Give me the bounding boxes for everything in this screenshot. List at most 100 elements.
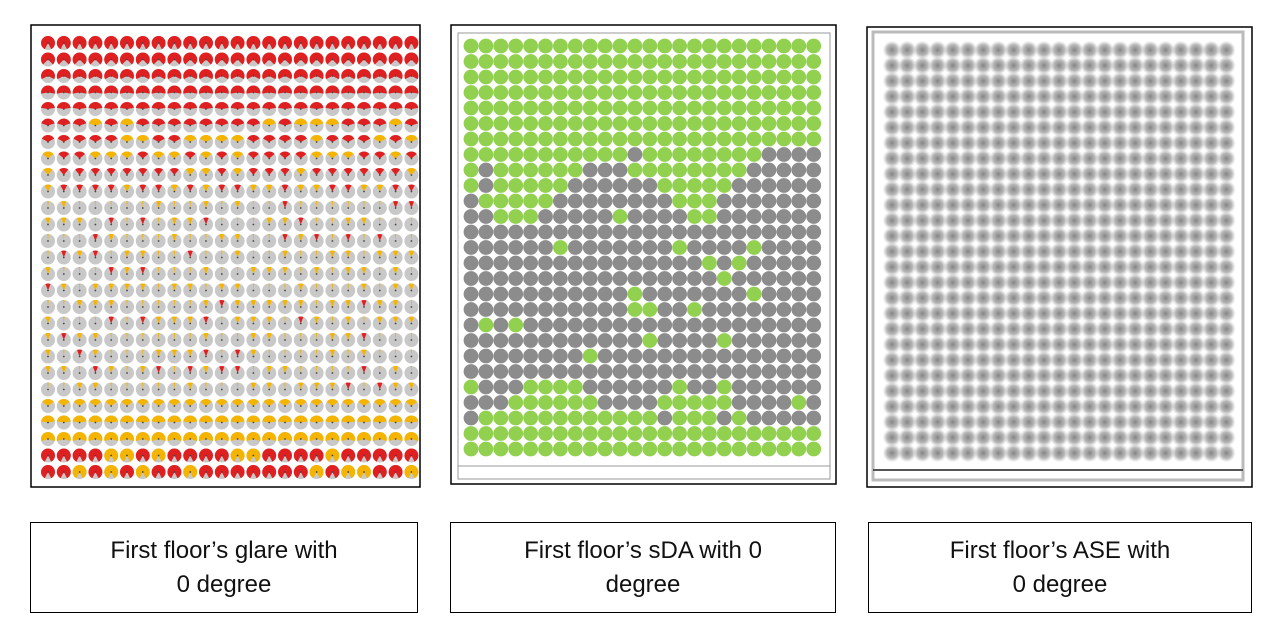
sensor	[567, 302, 583, 317]
glare-wedge	[136, 118, 150, 126]
sensor	[716, 286, 732, 302]
ase-blob	[1080, 149, 1099, 168]
sensor-dot	[284, 454, 286, 457]
ase-blob	[1095, 351, 1114, 369]
sensor	[746, 162, 762, 178]
ase-blob	[898, 273, 917, 292]
glare-wedge	[168, 135, 181, 142]
ase-blob	[943, 366, 962, 385]
ase-blob	[1080, 335, 1099, 354]
sensor-dot	[189, 339, 192, 341]
sensor	[627, 85, 643, 100]
glare-wedge	[110, 349, 112, 357]
ase-blob	[1141, 87, 1160, 106]
glare-wedge	[42, 399, 54, 406]
sensor-dot	[331, 240, 334, 242]
sensor	[523, 178, 538, 193]
sensor	[806, 410, 822, 426]
sensor-dot	[378, 322, 381, 325]
glare-wedge	[408, 382, 414, 390]
sensor-dot	[220, 289, 223, 292]
sensor-dot	[62, 438, 65, 440]
ase-blob	[1217, 227, 1236, 245]
ase-blob	[1156, 382, 1175, 400]
glare-wedge	[372, 432, 387, 442]
sensor	[687, 131, 702, 147]
sensor-dot	[363, 207, 365, 209]
ase-blob	[883, 289, 901, 307]
ase-blob	[913, 428, 932, 447]
glare-wedge	[187, 283, 193, 291]
glare-wedge	[200, 399, 212, 406]
sensor	[672, 395, 687, 410]
ase-blob	[1019, 211, 1038, 230]
sensor	[642, 193, 658, 209]
glare-wedge	[63, 316, 65, 324]
glare-wedge	[266, 300, 272, 307]
ase-blob	[1050, 72, 1069, 90]
sensor	[538, 100, 553, 116]
ase-blob	[1126, 87, 1145, 106]
sensor-dot	[394, 405, 397, 407]
sensor	[687, 255, 702, 271]
ase-blob	[1035, 72, 1053, 90]
sensor-dot	[205, 454, 207, 457]
sensor-dot	[157, 207, 160, 209]
sensor-dot	[205, 190, 207, 193]
glare-wedge	[77, 333, 83, 340]
sensor	[553, 240, 568, 255]
sensor-dot	[62, 108, 65, 110]
sensor	[776, 162, 792, 178]
ase-blob	[898, 351, 917, 369]
glare-wedge	[394, 217, 397, 225]
sensor	[553, 302, 568, 317]
sensor-dot	[252, 405, 255, 407]
sensor	[687, 193, 702, 209]
sensor-dot	[47, 75, 49, 77]
sensor-dot	[94, 58, 97, 61]
ase-blob	[989, 320, 1008, 338]
sensor-dot	[126, 42, 128, 44]
sensor	[716, 116, 732, 131]
ase-blob	[959, 289, 977, 307]
glare-wedge	[171, 283, 177, 291]
glare-wedge	[124, 250, 130, 258]
ase-blob	[974, 258, 993, 276]
sensor-dot	[126, 471, 128, 473]
sensor	[508, 54, 524, 69]
glare-wedge	[284, 283, 286, 291]
sensor-dot	[173, 438, 176, 440]
ase-blob	[989, 72, 1008, 90]
glare-wedge	[342, 135, 355, 142]
sensor-dot	[205, 355, 207, 358]
ase-blob	[1095, 118, 1114, 137]
sensor	[493, 302, 509, 317]
ase-blob	[928, 382, 947, 400]
sensor-dot	[268, 75, 271, 77]
sensor	[463, 286, 479, 302]
sensor	[612, 240, 628, 255]
ase-blob	[898, 258, 917, 276]
ase-blob	[1187, 227, 1205, 245]
sensor-dot	[141, 91, 144, 94]
ase-blob	[1035, 56, 1053, 75]
sensor	[731, 302, 747, 317]
ase-blob	[1004, 320, 1023, 338]
sensor	[761, 364, 777, 379]
glare-wedge	[78, 366, 81, 373]
ase-blob	[1035, 366, 1053, 385]
glare-wedge	[393, 201, 399, 208]
glare-wedge	[94, 316, 97, 324]
sensor	[508, 38, 524, 54]
glare-wedge	[167, 69, 182, 80]
glare-wedge	[391, 168, 401, 175]
ase-blob	[1141, 335, 1160, 354]
sensor-dot	[268, 405, 271, 407]
ase-blob	[1095, 382, 1114, 400]
sensor	[716, 302, 732, 317]
ase-blob	[913, 289, 932, 307]
ase-blob	[883, 242, 901, 261]
glare-wedge	[410, 349, 413, 357]
glare-wedge	[358, 151, 370, 159]
ase-blob	[1080, 72, 1099, 90]
